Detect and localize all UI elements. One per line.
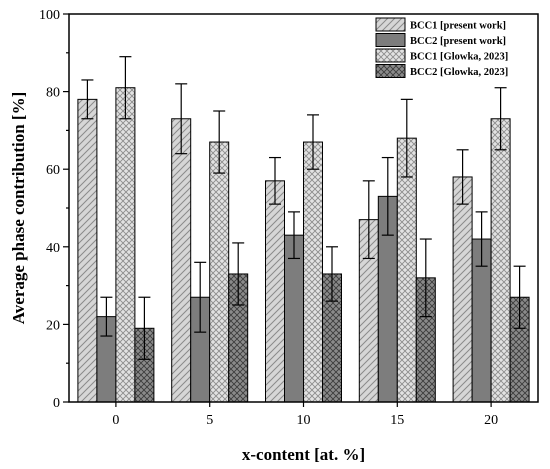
error-bar-s2-x10 [288,211,300,260]
legend-entry-4: BCC2 [Glowka, 2023] [375,64,508,78]
error-bar-s4-x20 [513,265,526,329]
legend-label-2: BCC2 [present work] [410,36,506,47]
legend-label-1: BCC1 [present work] [410,21,506,32]
legend-swatch-2 [375,33,406,47]
y-tick-label-40: 40 [46,241,60,256]
y-tick-label-100: 100 [39,8,60,23]
bar-s3-x5 [209,141,230,403]
error-bar-s2-x5 [194,261,207,333]
legend-swatch-4 [375,64,406,78]
error-bar-s3-x5 [213,110,226,174]
error-bar-s3-x10 [307,114,319,170]
error-bar-s4-x15 [419,238,432,318]
y-axis-label: Average phase contribution [%] [9,92,28,324]
error-bar-s3-x20 [494,87,507,151]
legend: BCC1 [present work] BCC2 [present work] BC… [375,17,508,78]
error-bar-s4-x0 [138,296,151,360]
error-bar-s2-x20 [475,211,488,267]
bars-layer [77,87,530,403]
x-tick-label-0: 0 [112,413,119,428]
x-tick-label-10: 10 [297,413,311,428]
legend-swatch-3 [375,48,406,63]
legend-entry-3: BCC1 [Glowka, 2023] [375,48,508,63]
error-bar-s4-x10 [326,246,338,302]
bar-s1-x20 [452,176,473,403]
x-axis-label: x-content [at. %] [242,445,365,464]
legend-label-4: BCC2 [Glowka, 2023] [410,67,508,78]
error-bar-s1-x20 [456,149,469,205]
y-tick-label-60: 60 [46,163,60,178]
bar-s3-x10 [303,141,323,403]
error-bar-s3-x0 [119,56,132,120]
axes-layer: 0 5 10 15 20 0 20 40 60 80 100 [39,8,498,428]
error-bar-s2-x15 [381,156,394,236]
bar-s2-x10 [284,234,304,403]
y-tick-label-80: 80 [46,86,60,101]
bar-s1-x10 [265,180,285,403]
legend-label-3: BCC1 [Glowka, 2023] [410,52,508,63]
x-tick-label-20: 20 [484,413,498,428]
legend-entry-1: BCC1 [present work] [375,17,506,32]
error-bar-s1-x10 [269,156,281,205]
error-bar-s3-x15 [400,98,413,178]
legend-entry-2: BCC2 [present work] [375,33,506,47]
error-bar-s2-x0 [100,296,113,337]
x-tick-label-15: 15 [390,413,404,428]
error-bars-layer [81,56,526,360]
x-tick-label-5: 5 [206,413,213,428]
error-bar-s1-x15 [362,180,375,260]
error-bar-s1-x0 [81,79,94,120]
error-bar-s4-x5 [232,242,245,306]
y-tick-label-20: 20 [46,318,60,333]
error-bar-s1-x5 [175,83,188,155]
bar-s3-x15 [396,137,417,403]
bar-s3-x0 [115,87,136,403]
bar-s3-x20 [490,118,511,403]
bar-s1-x0 [77,98,98,403]
bar-s1-x5 [171,118,192,403]
legend-swatch-1 [375,17,406,32]
y-tick-label-0: 0 [53,396,60,411]
